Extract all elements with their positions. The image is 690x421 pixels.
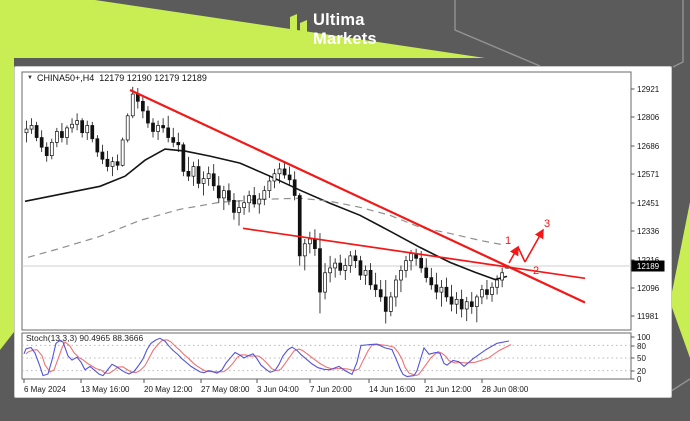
window-splitter[interactable] — [21, 329, 633, 333]
stochastic-indicator-label: Stoch(13,3,3) 90.4965 88.3666 — [26, 333, 144, 343]
symbol-quote-title: CHINA50+,H4 12179 12190 12179 12189 — [36, 73, 207, 83]
accent-green-shapes — [0, 0, 690, 358]
ultima-markets-logo-icon — [290, 14, 307, 51]
chart-panel: ▼ CHINA50+,H4 12179 12190 12179 12189 St… — [14, 66, 672, 398]
brand-wordmark: Ultima Markets — [313, 11, 377, 48]
chevron-down-icon[interactable]: ▼ — [27, 75, 33, 81]
brand-line1: Ultima — [313, 11, 365, 29]
brand-line2: Markets — [313, 29, 377, 48]
symbol-title-dropdown[interactable]: ▼ CHINA50+,H4 12179 12190 12179 12189 — [27, 73, 207, 83]
